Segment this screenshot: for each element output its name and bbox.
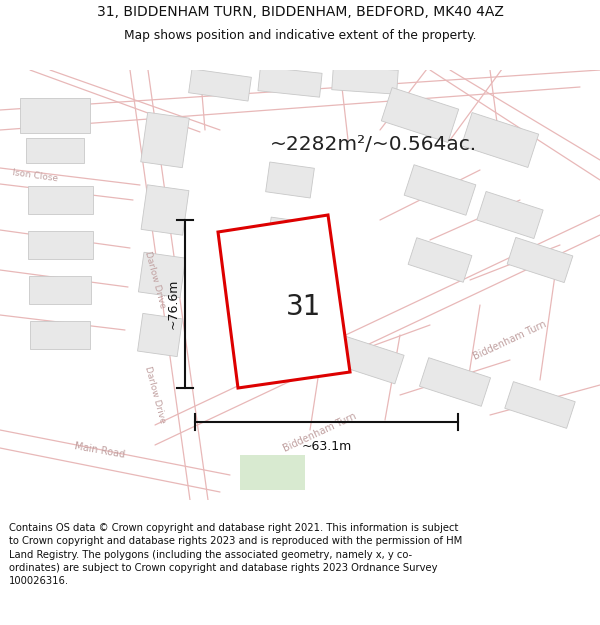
Bar: [258, 67, 322, 97]
Bar: [332, 66, 398, 94]
Text: Biddenham Turn: Biddenham Turn: [472, 319, 548, 361]
Bar: [240, 455, 305, 490]
Bar: [408, 238, 472, 282]
Bar: [477, 191, 543, 239]
Bar: [28, 231, 92, 259]
Bar: [139, 253, 185, 298]
Bar: [382, 88, 458, 142]
Bar: [141, 112, 189, 168]
Bar: [404, 165, 476, 215]
Text: Biddenham Turn: Biddenham Turn: [282, 411, 358, 453]
Bar: [28, 186, 92, 214]
Bar: [188, 69, 251, 101]
Bar: [336, 336, 404, 384]
Text: Contains OS data © Crown copyright and database right 2021. This information is : Contains OS data © Crown copyright and d…: [9, 523, 462, 586]
Bar: [20, 98, 90, 132]
Text: Darlow Drive: Darlow Drive: [143, 366, 167, 424]
Bar: [26, 138, 84, 162]
Bar: [30, 321, 90, 349]
Bar: [141, 185, 189, 235]
Bar: [264, 217, 316, 273]
Text: Main Road: Main Road: [74, 441, 126, 459]
Bar: [272, 288, 318, 322]
Text: ~76.6m: ~76.6m: [167, 279, 179, 329]
Bar: [507, 238, 573, 282]
Bar: [505, 382, 575, 428]
Text: ~2282m²/~0.564ac.: ~2282m²/~0.564ac.: [270, 136, 477, 154]
Bar: [29, 276, 91, 304]
Text: Darlow Drive: Darlow Drive: [143, 251, 167, 309]
Bar: [266, 162, 314, 198]
Bar: [419, 357, 491, 406]
Text: Ison Close: Ison Close: [11, 168, 58, 184]
Text: 31: 31: [286, 292, 321, 321]
Polygon shape: [218, 215, 350, 388]
Bar: [461, 112, 539, 168]
Text: Map shows position and indicative extent of the property.: Map shows position and indicative extent…: [124, 29, 476, 42]
Text: ~63.1m: ~63.1m: [301, 440, 352, 453]
Bar: [137, 313, 182, 357]
Text: 31, BIDDENHAM TURN, BIDDENHAM, BEDFORD, MK40 4AZ: 31, BIDDENHAM TURN, BIDDENHAM, BEDFORD, …: [97, 6, 503, 19]
